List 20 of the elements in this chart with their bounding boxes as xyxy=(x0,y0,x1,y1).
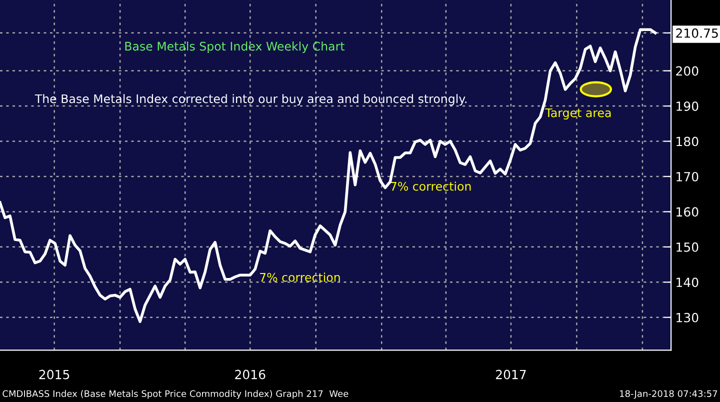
y-tick-label: 170 xyxy=(676,172,698,182)
annotation: 7% correction xyxy=(260,272,340,282)
y-tick-label: 130 xyxy=(676,312,698,322)
y-tick-label: 180 xyxy=(676,136,698,146)
y-tick-label: 200 xyxy=(676,66,698,76)
text: 18-Jan-2018 07:43:57 xyxy=(620,390,718,399)
x-tick-label: 2015 xyxy=(39,370,70,380)
text: Base Metals Spot Index Weekly Chart xyxy=(125,42,345,53)
text: CMDIBASS Index (Base Metals Spot Price Commodity Index) Graph 217 Wee xyxy=(2,390,348,399)
x-tick-label: 2016 xyxy=(235,370,266,380)
y-tick-label: 210.75 xyxy=(676,28,718,38)
y-tick-label: 150 xyxy=(676,242,698,252)
y-tick-label: 160 xyxy=(676,207,698,217)
annotation: Target area xyxy=(545,108,611,120)
line-series xyxy=(0,28,657,323)
y-tick-label: 140 xyxy=(676,278,698,288)
y-tick-label: 190 xyxy=(676,102,698,111)
annotation: 7% correction xyxy=(390,182,471,191)
text: The Base Metals Index corrected into our buy area and bounced strongly. xyxy=(34,94,466,106)
x-tick-label: 2017 xyxy=(496,370,526,380)
